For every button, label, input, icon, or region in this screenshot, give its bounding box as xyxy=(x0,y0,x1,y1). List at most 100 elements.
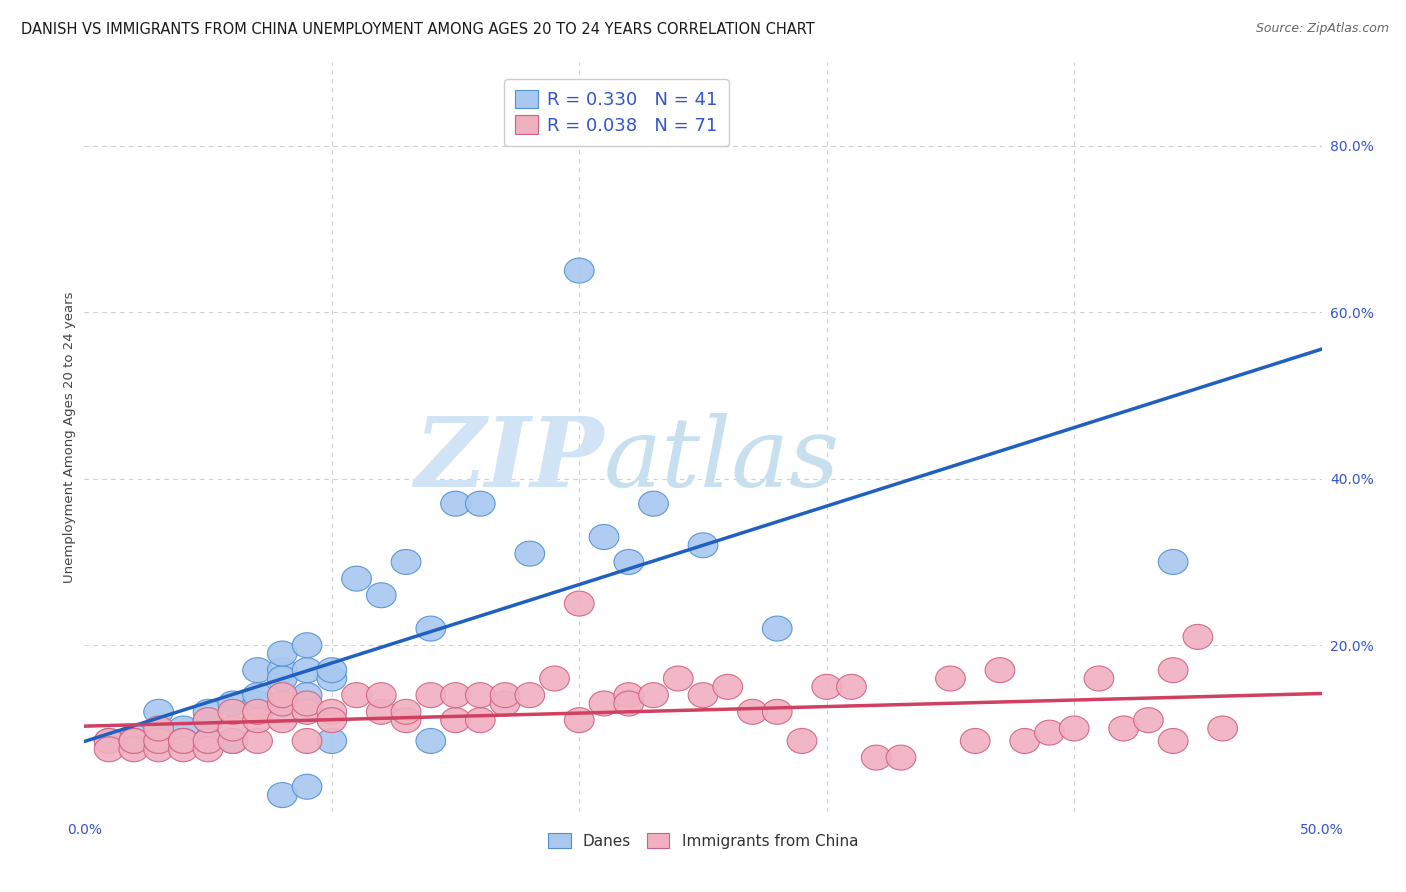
Ellipse shape xyxy=(292,682,322,707)
Ellipse shape xyxy=(120,729,149,754)
Ellipse shape xyxy=(440,682,471,707)
Ellipse shape xyxy=(391,699,420,724)
Ellipse shape xyxy=(342,566,371,591)
Ellipse shape xyxy=(367,682,396,707)
Ellipse shape xyxy=(292,657,322,682)
Ellipse shape xyxy=(143,729,173,754)
Ellipse shape xyxy=(564,591,595,616)
Ellipse shape xyxy=(589,524,619,549)
Ellipse shape xyxy=(589,691,619,716)
Ellipse shape xyxy=(688,533,718,558)
Ellipse shape xyxy=(440,707,471,732)
Ellipse shape xyxy=(1208,716,1237,741)
Ellipse shape xyxy=(416,729,446,754)
Ellipse shape xyxy=(1159,729,1188,754)
Ellipse shape xyxy=(218,729,247,754)
Ellipse shape xyxy=(218,691,247,716)
Ellipse shape xyxy=(837,674,866,699)
Ellipse shape xyxy=(267,682,297,707)
Ellipse shape xyxy=(811,674,842,699)
Ellipse shape xyxy=(391,549,420,574)
Ellipse shape xyxy=(316,729,347,754)
Ellipse shape xyxy=(960,729,990,754)
Ellipse shape xyxy=(292,632,322,657)
Ellipse shape xyxy=(787,729,817,754)
Ellipse shape xyxy=(316,666,347,691)
Ellipse shape xyxy=(143,724,173,749)
Ellipse shape xyxy=(243,707,273,732)
Ellipse shape xyxy=(1133,707,1163,732)
Ellipse shape xyxy=(316,707,347,732)
Ellipse shape xyxy=(540,666,569,691)
Ellipse shape xyxy=(292,774,322,799)
Ellipse shape xyxy=(638,682,668,707)
Ellipse shape xyxy=(120,729,149,754)
Ellipse shape xyxy=(1084,666,1114,691)
Ellipse shape xyxy=(986,657,1015,682)
Ellipse shape xyxy=(762,699,792,724)
Ellipse shape xyxy=(267,666,297,691)
Ellipse shape xyxy=(120,737,149,762)
Ellipse shape xyxy=(1159,657,1188,682)
Ellipse shape xyxy=(564,707,595,732)
Ellipse shape xyxy=(267,657,297,682)
Ellipse shape xyxy=(862,745,891,770)
Ellipse shape xyxy=(143,699,173,724)
Ellipse shape xyxy=(169,729,198,754)
Ellipse shape xyxy=(143,716,173,741)
Ellipse shape xyxy=(143,737,173,762)
Ellipse shape xyxy=(292,729,322,754)
Text: Source: ZipAtlas.com: Source: ZipAtlas.com xyxy=(1256,22,1389,36)
Ellipse shape xyxy=(564,258,595,283)
Ellipse shape xyxy=(267,707,297,732)
Ellipse shape xyxy=(713,674,742,699)
Ellipse shape xyxy=(267,782,297,807)
Ellipse shape xyxy=(218,729,247,754)
Ellipse shape xyxy=(738,699,768,724)
Ellipse shape xyxy=(367,699,396,724)
Ellipse shape xyxy=(638,491,668,516)
Ellipse shape xyxy=(465,491,495,516)
Ellipse shape xyxy=(614,549,644,574)
Ellipse shape xyxy=(465,682,495,707)
Ellipse shape xyxy=(94,729,124,754)
Ellipse shape xyxy=(465,707,495,732)
Ellipse shape xyxy=(491,691,520,716)
Y-axis label: Unemployment Among Ages 20 to 24 years: Unemployment Among Ages 20 to 24 years xyxy=(63,292,76,582)
Ellipse shape xyxy=(193,729,224,754)
Ellipse shape xyxy=(614,691,644,716)
Ellipse shape xyxy=(1109,716,1139,741)
Ellipse shape xyxy=(367,582,396,607)
Ellipse shape xyxy=(664,666,693,691)
Ellipse shape xyxy=(515,541,544,566)
Ellipse shape xyxy=(193,707,224,732)
Ellipse shape xyxy=(120,724,149,749)
Ellipse shape xyxy=(342,682,371,707)
Ellipse shape xyxy=(193,729,224,754)
Ellipse shape xyxy=(218,716,247,741)
Ellipse shape xyxy=(94,729,124,754)
Ellipse shape xyxy=(243,729,273,754)
Ellipse shape xyxy=(267,641,297,666)
Ellipse shape xyxy=(935,666,966,691)
Legend: Danes, Immigrants from China: Danes, Immigrants from China xyxy=(540,826,866,856)
Ellipse shape xyxy=(1059,716,1090,741)
Ellipse shape xyxy=(193,699,224,724)
Ellipse shape xyxy=(886,745,915,770)
Ellipse shape xyxy=(1182,624,1213,649)
Ellipse shape xyxy=(169,716,198,741)
Ellipse shape xyxy=(391,707,420,732)
Ellipse shape xyxy=(316,657,347,682)
Ellipse shape xyxy=(169,737,198,762)
Ellipse shape xyxy=(193,707,224,732)
Ellipse shape xyxy=(120,729,149,754)
Text: atlas: atlas xyxy=(605,413,841,507)
Ellipse shape xyxy=(292,699,322,724)
Ellipse shape xyxy=(515,682,544,707)
Text: DANISH VS IMMIGRANTS FROM CHINA UNEMPLOYMENT AMONG AGES 20 TO 24 YEARS CORRELATI: DANISH VS IMMIGRANTS FROM CHINA UNEMPLOY… xyxy=(21,22,815,37)
Ellipse shape xyxy=(169,729,198,754)
Ellipse shape xyxy=(440,491,471,516)
Ellipse shape xyxy=(688,682,718,707)
Ellipse shape xyxy=(614,682,644,707)
Ellipse shape xyxy=(292,691,322,716)
